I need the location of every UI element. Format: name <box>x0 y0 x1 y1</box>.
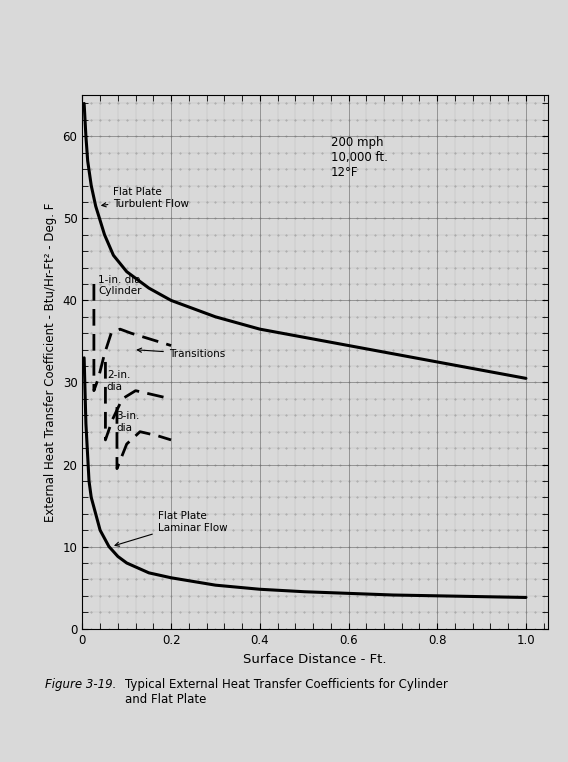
X-axis label: Surface Distance - Ft.: Surface Distance - Ft. <box>244 654 387 667</box>
Y-axis label: External Heat Transfer Coefficient - Btu/Hr-Ft² - Deg. F: External Heat Transfer Coefficient - Btu… <box>44 202 57 522</box>
Text: 2-in.
dia: 2-in. dia <box>107 370 130 392</box>
Text: Flat Plate
Laminar Flow: Flat Plate Laminar Flow <box>115 511 227 546</box>
Text: 200 mph
10,000 ft.
12°F: 200 mph 10,000 ft. 12°F <box>331 136 387 179</box>
Text: Flat Plate
Turbulent Flow: Flat Plate Turbulent Flow <box>102 187 189 209</box>
Text: 3-in.
dia: 3-in. dia <box>116 411 140 433</box>
Text: Transitions: Transitions <box>137 348 225 359</box>
Text: Figure 3-19.: Figure 3-19. <box>45 678 117 691</box>
Text: Typical External Heat Transfer Coefficients for Cylinder
and Flat Plate: Typical External Heat Transfer Coefficie… <box>125 678 448 706</box>
Text: 1-in. dia
Cylinder: 1-in. dia Cylinder <box>98 274 141 296</box>
